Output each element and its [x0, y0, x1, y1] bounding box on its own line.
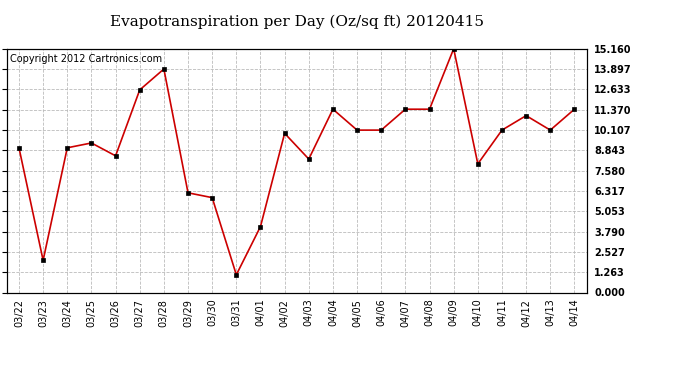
Text: Copyright 2012 Cartronics.com: Copyright 2012 Cartronics.com [10, 54, 162, 64]
Text: Evapotranspiration per Day (Oz/sq ft) 20120415: Evapotranspiration per Day (Oz/sq ft) 20… [110, 15, 484, 29]
